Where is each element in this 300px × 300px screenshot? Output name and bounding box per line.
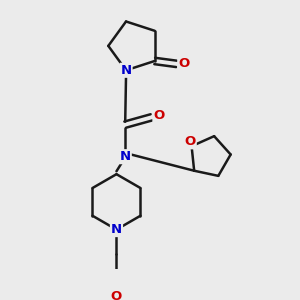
Text: N: N [121, 64, 132, 77]
Text: O: O [178, 57, 190, 70]
Text: O: O [111, 290, 122, 300]
Text: O: O [184, 135, 196, 148]
Text: O: O [153, 110, 165, 122]
Text: N: N [111, 223, 122, 236]
Text: N: N [120, 150, 131, 163]
